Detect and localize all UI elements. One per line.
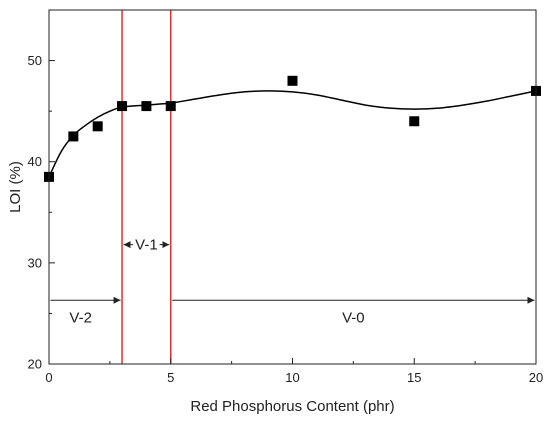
y-tick-label: 50 bbox=[28, 53, 42, 68]
x-tick-label: 5 bbox=[167, 370, 174, 385]
data-point bbox=[68, 131, 79, 142]
x-tick-label: 0 bbox=[45, 370, 52, 385]
data-point bbox=[92, 121, 103, 132]
y-axis-label: LOI (%) bbox=[7, 161, 24, 213]
reference-lines bbox=[121, 10, 172, 364]
zone-label: V-2 bbox=[69, 309, 92, 326]
zone-arrows: V-2 V-1 V-0 bbox=[50, 236, 535, 326]
x-tick-label: 15 bbox=[407, 370, 421, 385]
data-point bbox=[141, 101, 152, 112]
axis-and-zone-labels: Red Phosphorus Content (phr) LOI (%) bbox=[7, 161, 395, 415]
data-point bbox=[409, 116, 420, 127]
axis-ticks: 0 5 10 15 20 20 30 40 50 bbox=[28, 53, 544, 385]
zone-label-bg bbox=[133, 236, 160, 254]
fit-curve-layer bbox=[48, 90, 537, 178]
x-tick-label: 10 bbox=[285, 370, 299, 385]
zone-label: V-1 bbox=[135, 237, 158, 254]
y-tick-label: 20 bbox=[28, 357, 42, 372]
zone-label: V-0 bbox=[342, 309, 365, 326]
data-point bbox=[165, 101, 176, 112]
data-point bbox=[287, 75, 298, 86]
y-tick-label: 40 bbox=[28, 154, 42, 169]
x-axis-label: Red Phosphorus Content (phr) bbox=[190, 398, 394, 415]
x-tick-label: 20 bbox=[529, 370, 543, 385]
y-tick-label: 30 bbox=[28, 255, 42, 270]
fit-curve bbox=[48, 90, 537, 178]
data-point bbox=[117, 101, 128, 112]
